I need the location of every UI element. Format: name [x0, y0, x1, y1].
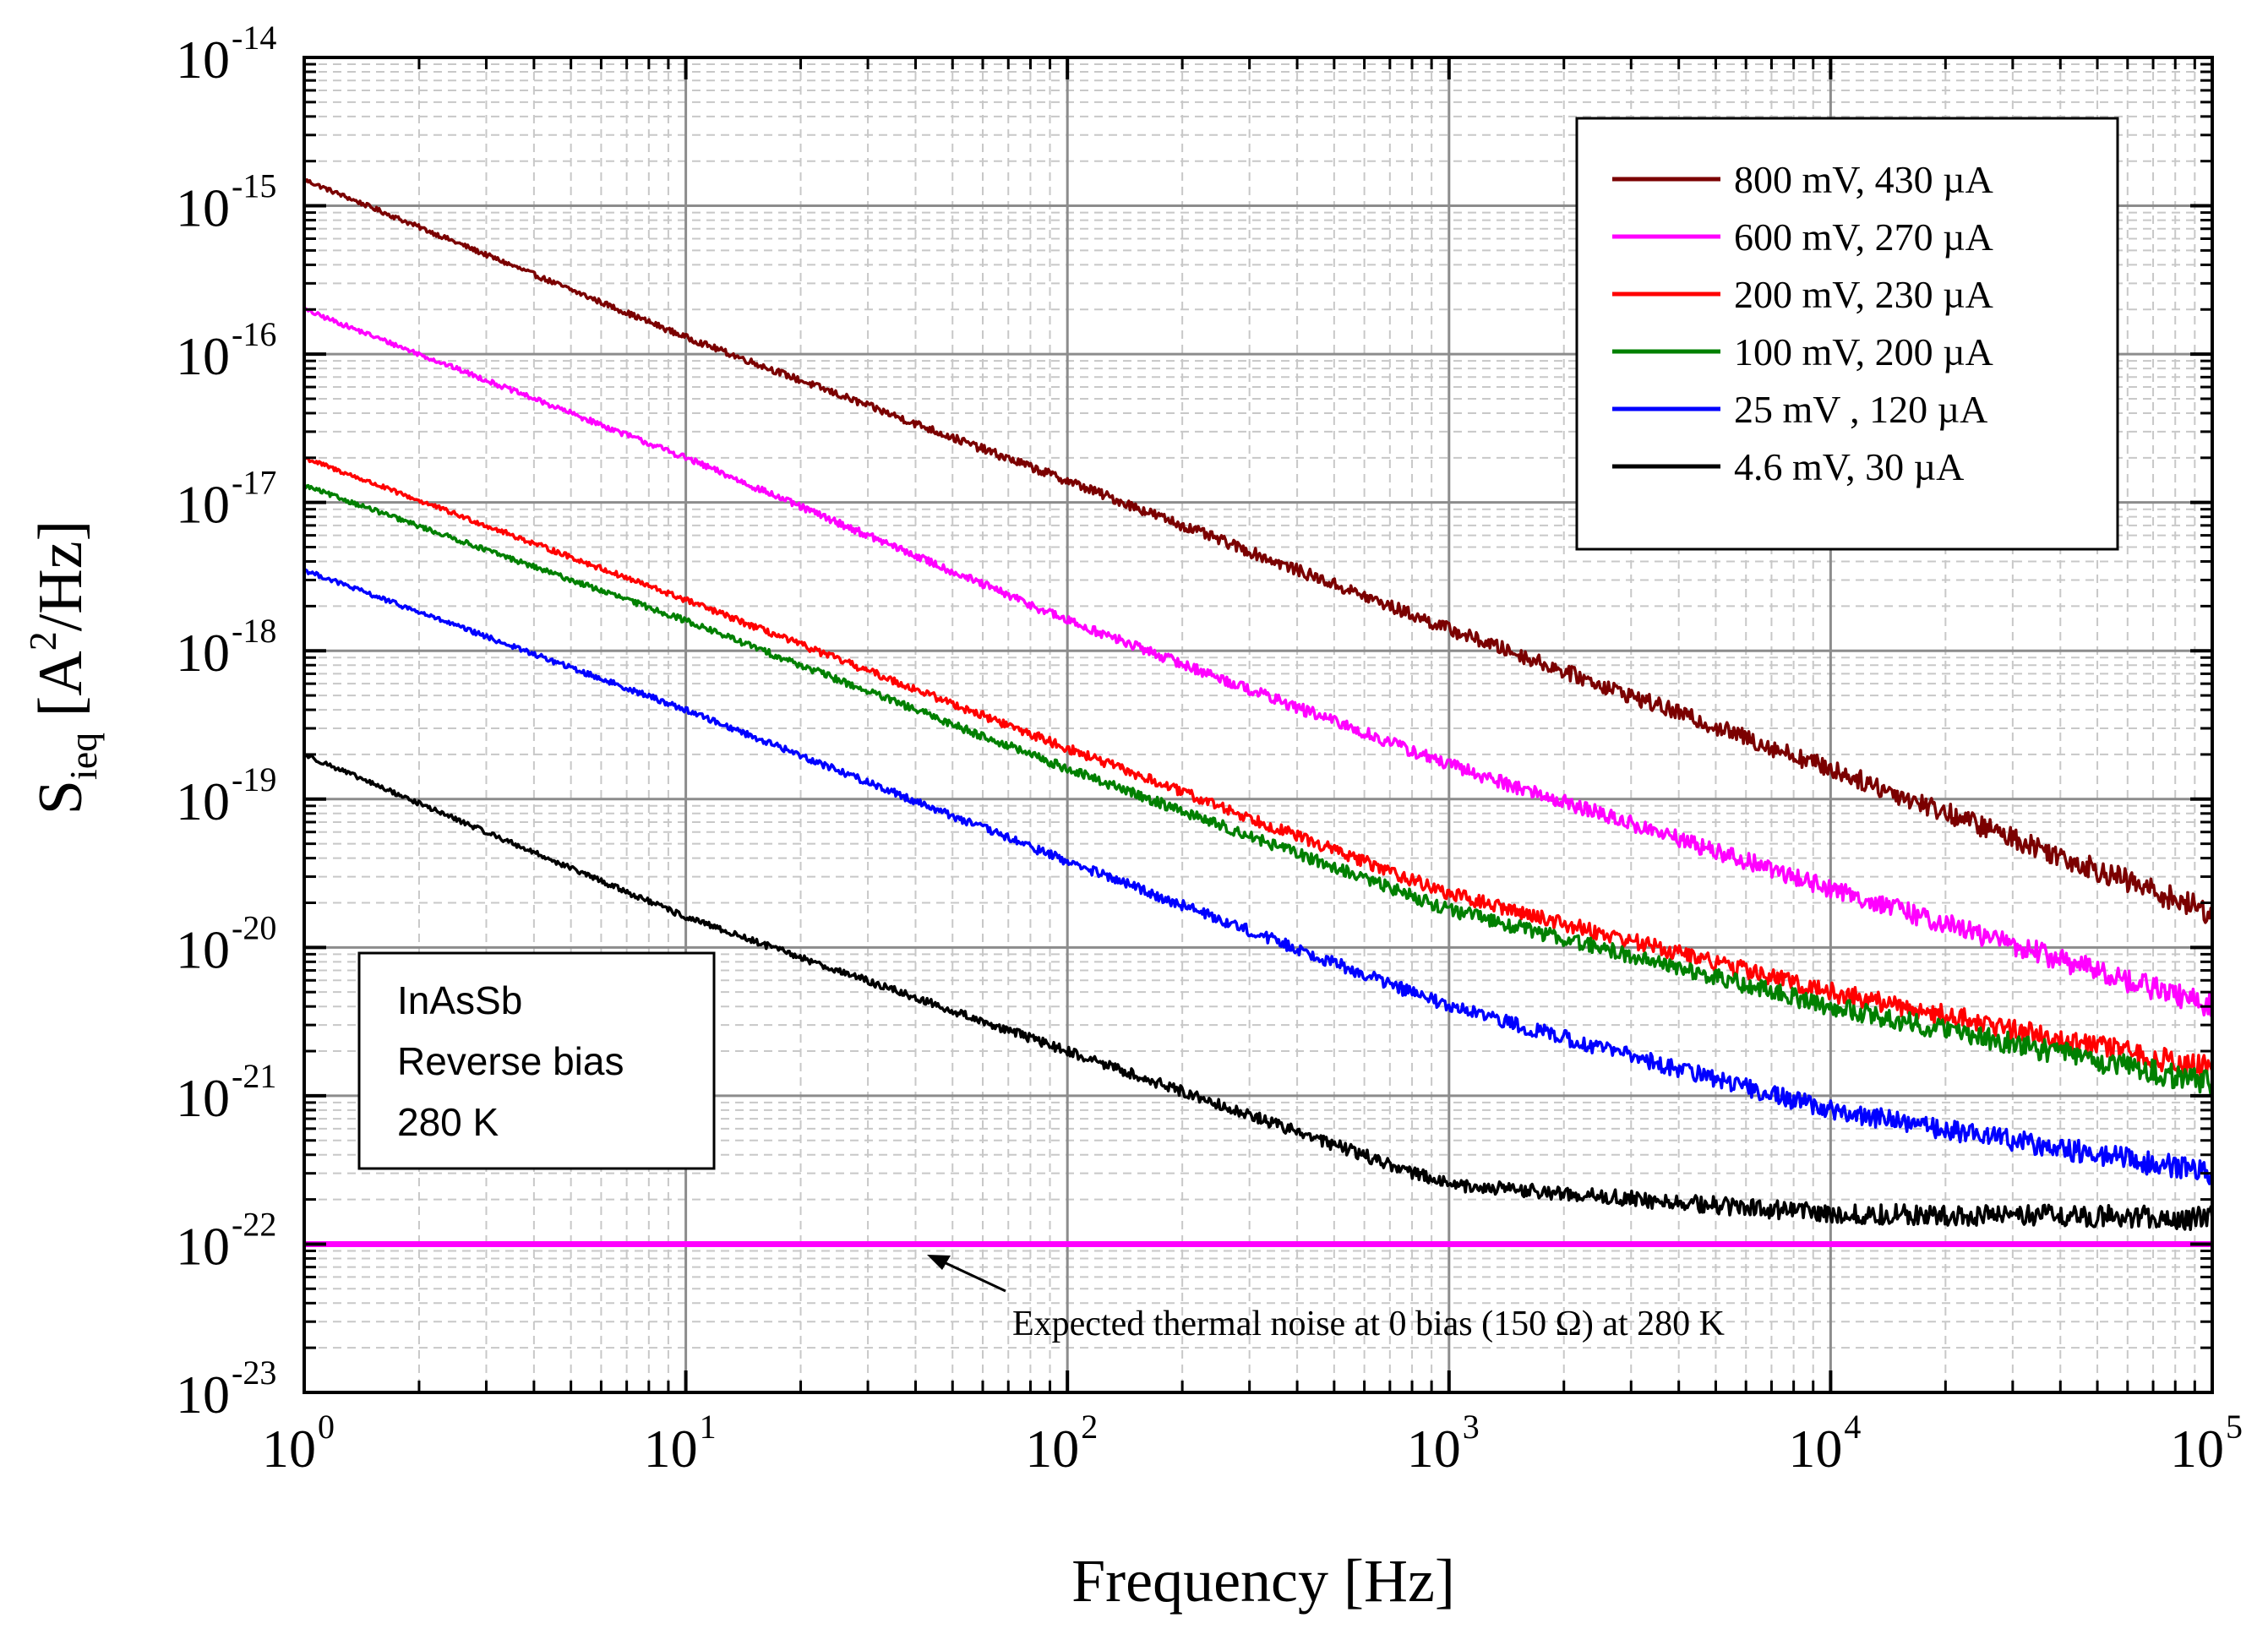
- y-tick-label: 10 -21: [176, 1057, 276, 1128]
- x-tick-base: 10: [2170, 1419, 2224, 1479]
- y-tick-base: 10: [176, 1068, 230, 1128]
- x-tick-exponent: 1: [700, 1408, 717, 1446]
- y-axis-title-unit-sup: 2: [21, 631, 64, 651]
- x-tick-base: 10: [262, 1419, 316, 1479]
- legend-box: [1575, 117, 2119, 551]
- sample-temperature: 280 K: [397, 1100, 499, 1144]
- x-tick-base: 10: [1407, 1419, 1461, 1479]
- series-line: [303, 483, 2214, 1098]
- x-tick-label: 10 5: [2170, 1408, 2243, 1479]
- series-line: [303, 177, 2214, 924]
- series-line: [303, 456, 2214, 1079]
- legend-label: 25 mV , 120 µA: [1734, 388, 1987, 431]
- y-tick-exponent: -23: [232, 1354, 276, 1392]
- y-tick-label: 10 -14: [176, 19, 276, 90]
- y-tick-base: 10: [176, 326, 230, 386]
- y-tick-exponent: -16: [232, 315, 276, 353]
- y-tick-exponent: -20: [232, 908, 276, 946]
- y-tick-base: 10: [176, 1216, 230, 1276]
- y-axis-title-unit-open: [A: [26, 651, 95, 733]
- legend-item: 25 mV , 120 µA: [1612, 388, 1987, 431]
- y-tick-base: 10: [176, 178, 230, 238]
- x-tick-exponent: 4: [1844, 1408, 1861, 1446]
- y-tick-labels: 10-1410-1510-1610-1710-1810-1910-2010-21…: [176, 19, 276, 1425]
- x-tick-base: 10: [1025, 1419, 1079, 1479]
- thermal-arrow-head: [927, 1255, 951, 1270]
- y-tick-base: 10: [176, 623, 230, 683]
- legend-item: 800 mV, 430 µA: [1612, 158, 1993, 201]
- y-tick-exponent: -18: [232, 612, 276, 650]
- series-line: [303, 568, 2214, 1185]
- y-tick-label: 10 -20: [176, 908, 276, 979]
- x-axis-title: Frequency [Hz]: [1071, 1547, 1455, 1615]
- sample-material: InAsSb: [397, 978, 522, 1022]
- legend-item: 100 mV, 200 µA: [1612, 330, 1993, 373]
- legend-item: 4.6 mV, 30 µA: [1612, 445, 1964, 488]
- y-tick-exponent: -19: [232, 760, 276, 798]
- y-tick-label: 10 -16: [176, 315, 276, 386]
- y-axis-title: Sieq [A2/Hz]: [21, 520, 105, 814]
- x-tick-label: 10 0: [262, 1408, 335, 1479]
- legend-label: 100 mV, 200 µA: [1734, 330, 1993, 373]
- legend-item: 200 mV, 230 µA: [1612, 273, 1993, 316]
- legend-label: 800 mV, 430 µA: [1734, 158, 1993, 201]
- x-tick-base: 10: [644, 1419, 698, 1479]
- y-axis-title-unit-close: /Hz]: [26, 520, 95, 632]
- y-tick-label: 10 -17: [176, 464, 276, 535]
- y-tick-label: 10 -22: [176, 1205, 276, 1276]
- legend-label: 200 mV, 230 µA: [1734, 273, 1993, 316]
- x-tick-label: 10 2: [1025, 1408, 1098, 1479]
- y-tick-exponent: -15: [232, 167, 276, 205]
- x-tick-exponent: 5: [2226, 1408, 2243, 1446]
- y-tick-label: 10 -18: [176, 612, 276, 683]
- y-tick-base: 10: [176, 30, 230, 90]
- legend-label: 4.6 mV, 30 µA: [1734, 445, 1964, 488]
- thermal-arrow-shaft: [941, 1260, 1006, 1293]
- x-tick-base: 10: [1788, 1419, 1842, 1479]
- x-tick-labels: 10 0 10 1 10 2 10 3 10 4 10 5: [262, 1408, 2243, 1479]
- y-tick-label: 10 -23: [176, 1354, 276, 1425]
- legend-items: 800 mV, 430 µA 600 mV, 270 µA 200 mV, 230 …: [1612, 158, 1993, 488]
- x-tick-exponent: 2: [1081, 1408, 1098, 1446]
- y-tick-base: 10: [176, 1365, 230, 1425]
- x-tick-exponent: 0: [318, 1408, 335, 1446]
- sample-bias: Reverse bias: [397, 1039, 624, 1083]
- sample-info: InAsSb Reverse bias 280 K: [357, 951, 716, 1170]
- x-tick-label: 10 4: [1788, 1408, 1861, 1479]
- x-tick-label: 10 3: [1407, 1408, 1480, 1479]
- y-axis-title-sub: ieq: [62, 733, 105, 780]
- series-layer: [303, 177, 2214, 1231]
- y-tick-exponent: -17: [232, 464, 276, 502]
- plot-frame: [303, 56, 2214, 1394]
- sample-info-box: [357, 951, 716, 1170]
- y-tick-base: 10: [176, 919, 230, 979]
- y-tick-exponent: -21: [232, 1057, 276, 1095]
- y-tick-label: 10 -19: [176, 760, 276, 831]
- thermal-annotation: Expected thermal noise at 0 bias (150 Ω)…: [927, 1255, 1725, 1343]
- series-line: [303, 307, 2214, 1018]
- ticks-layer: [303, 56, 2214, 1394]
- grid-minor: [304, 57, 2212, 1392]
- series-line: [303, 753, 2214, 1231]
- x-tick-exponent: 3: [1463, 1408, 1480, 1446]
- legend: 800 mV, 430 µA 600 mV, 270 µA 200 mV, 230 …: [1575, 117, 2119, 551]
- x-tick-label: 10 1: [644, 1408, 717, 1479]
- y-tick-label: 10 -15: [176, 167, 276, 238]
- thermal-note: Expected thermal noise at 0 bias (150 Ω)…: [1012, 1305, 1725, 1343]
- legend-label: 600 mV, 270 µA: [1734, 215, 1993, 259]
- y-tick-base: 10: [176, 475, 230, 535]
- legend-item: 600 mV, 270 µA: [1612, 215, 1993, 259]
- y-axis-title-main: S: [26, 780, 95, 814]
- y-tick-base: 10: [176, 771, 230, 831]
- y-tick-exponent: -14: [232, 19, 276, 57]
- y-tick-exponent: -22: [232, 1205, 276, 1243]
